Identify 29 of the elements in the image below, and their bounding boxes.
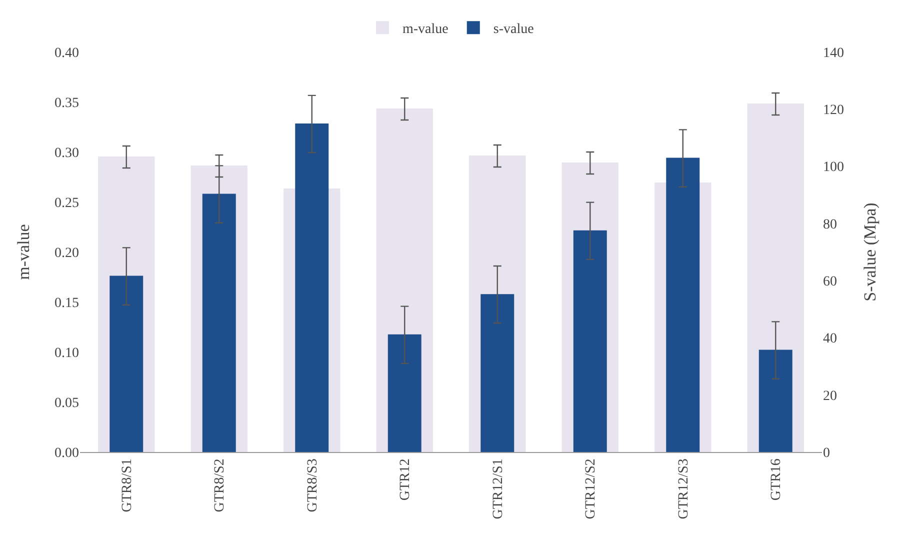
y-axis-title: m-value: [14, 224, 34, 280]
y2-tick-label: 80: [823, 217, 837, 232]
y-tick-label: 0.25: [54, 196, 79, 211]
x-tick-label: GTR12/S3: [676, 458, 692, 520]
y-tick-label: 0.30: [54, 146, 79, 161]
x-tick-label: GTR16: [769, 458, 784, 501]
y2-tick-label: 140: [823, 46, 844, 61]
y2-axis-title: S-value (Mpa): [860, 202, 880, 302]
x-tick-label: GTR12/S2: [584, 458, 599, 520]
y-tick-label: 0.40: [54, 46, 79, 61]
y-tick-label: 0.00: [54, 446, 79, 461]
x-tick-label: GTR8/S2: [212, 458, 228, 512]
y2-tick-label: 20: [823, 388, 837, 404]
x-tick-label: GTR12/S1: [490, 458, 506, 520]
y-tick-label: 0.05: [54, 396, 79, 411]
y2-tick-label: 100: [823, 160, 844, 176]
y-tick-label: 0.35: [54, 96, 79, 111]
legend-label: s-value: [493, 22, 534, 38]
x-tick-label: GTR8/S3: [305, 458, 320, 512]
y-tick-label: 0.15: [54, 296, 79, 311]
y2-tick-label: 0: [823, 446, 830, 461]
x-tick-label: GTR12: [398, 458, 414, 501]
y2-tick-label: 40: [823, 332, 837, 347]
x-tick-label: GTR8/S1: [120, 458, 135, 512]
y-tick-label: 0.20: [54, 246, 79, 261]
y2-tick-label: 120: [823, 103, 844, 118]
legend-label: m-value: [402, 22, 448, 38]
y-tick-label: 0.10: [54, 346, 79, 361]
y2-tick-label: 60: [823, 274, 837, 290]
